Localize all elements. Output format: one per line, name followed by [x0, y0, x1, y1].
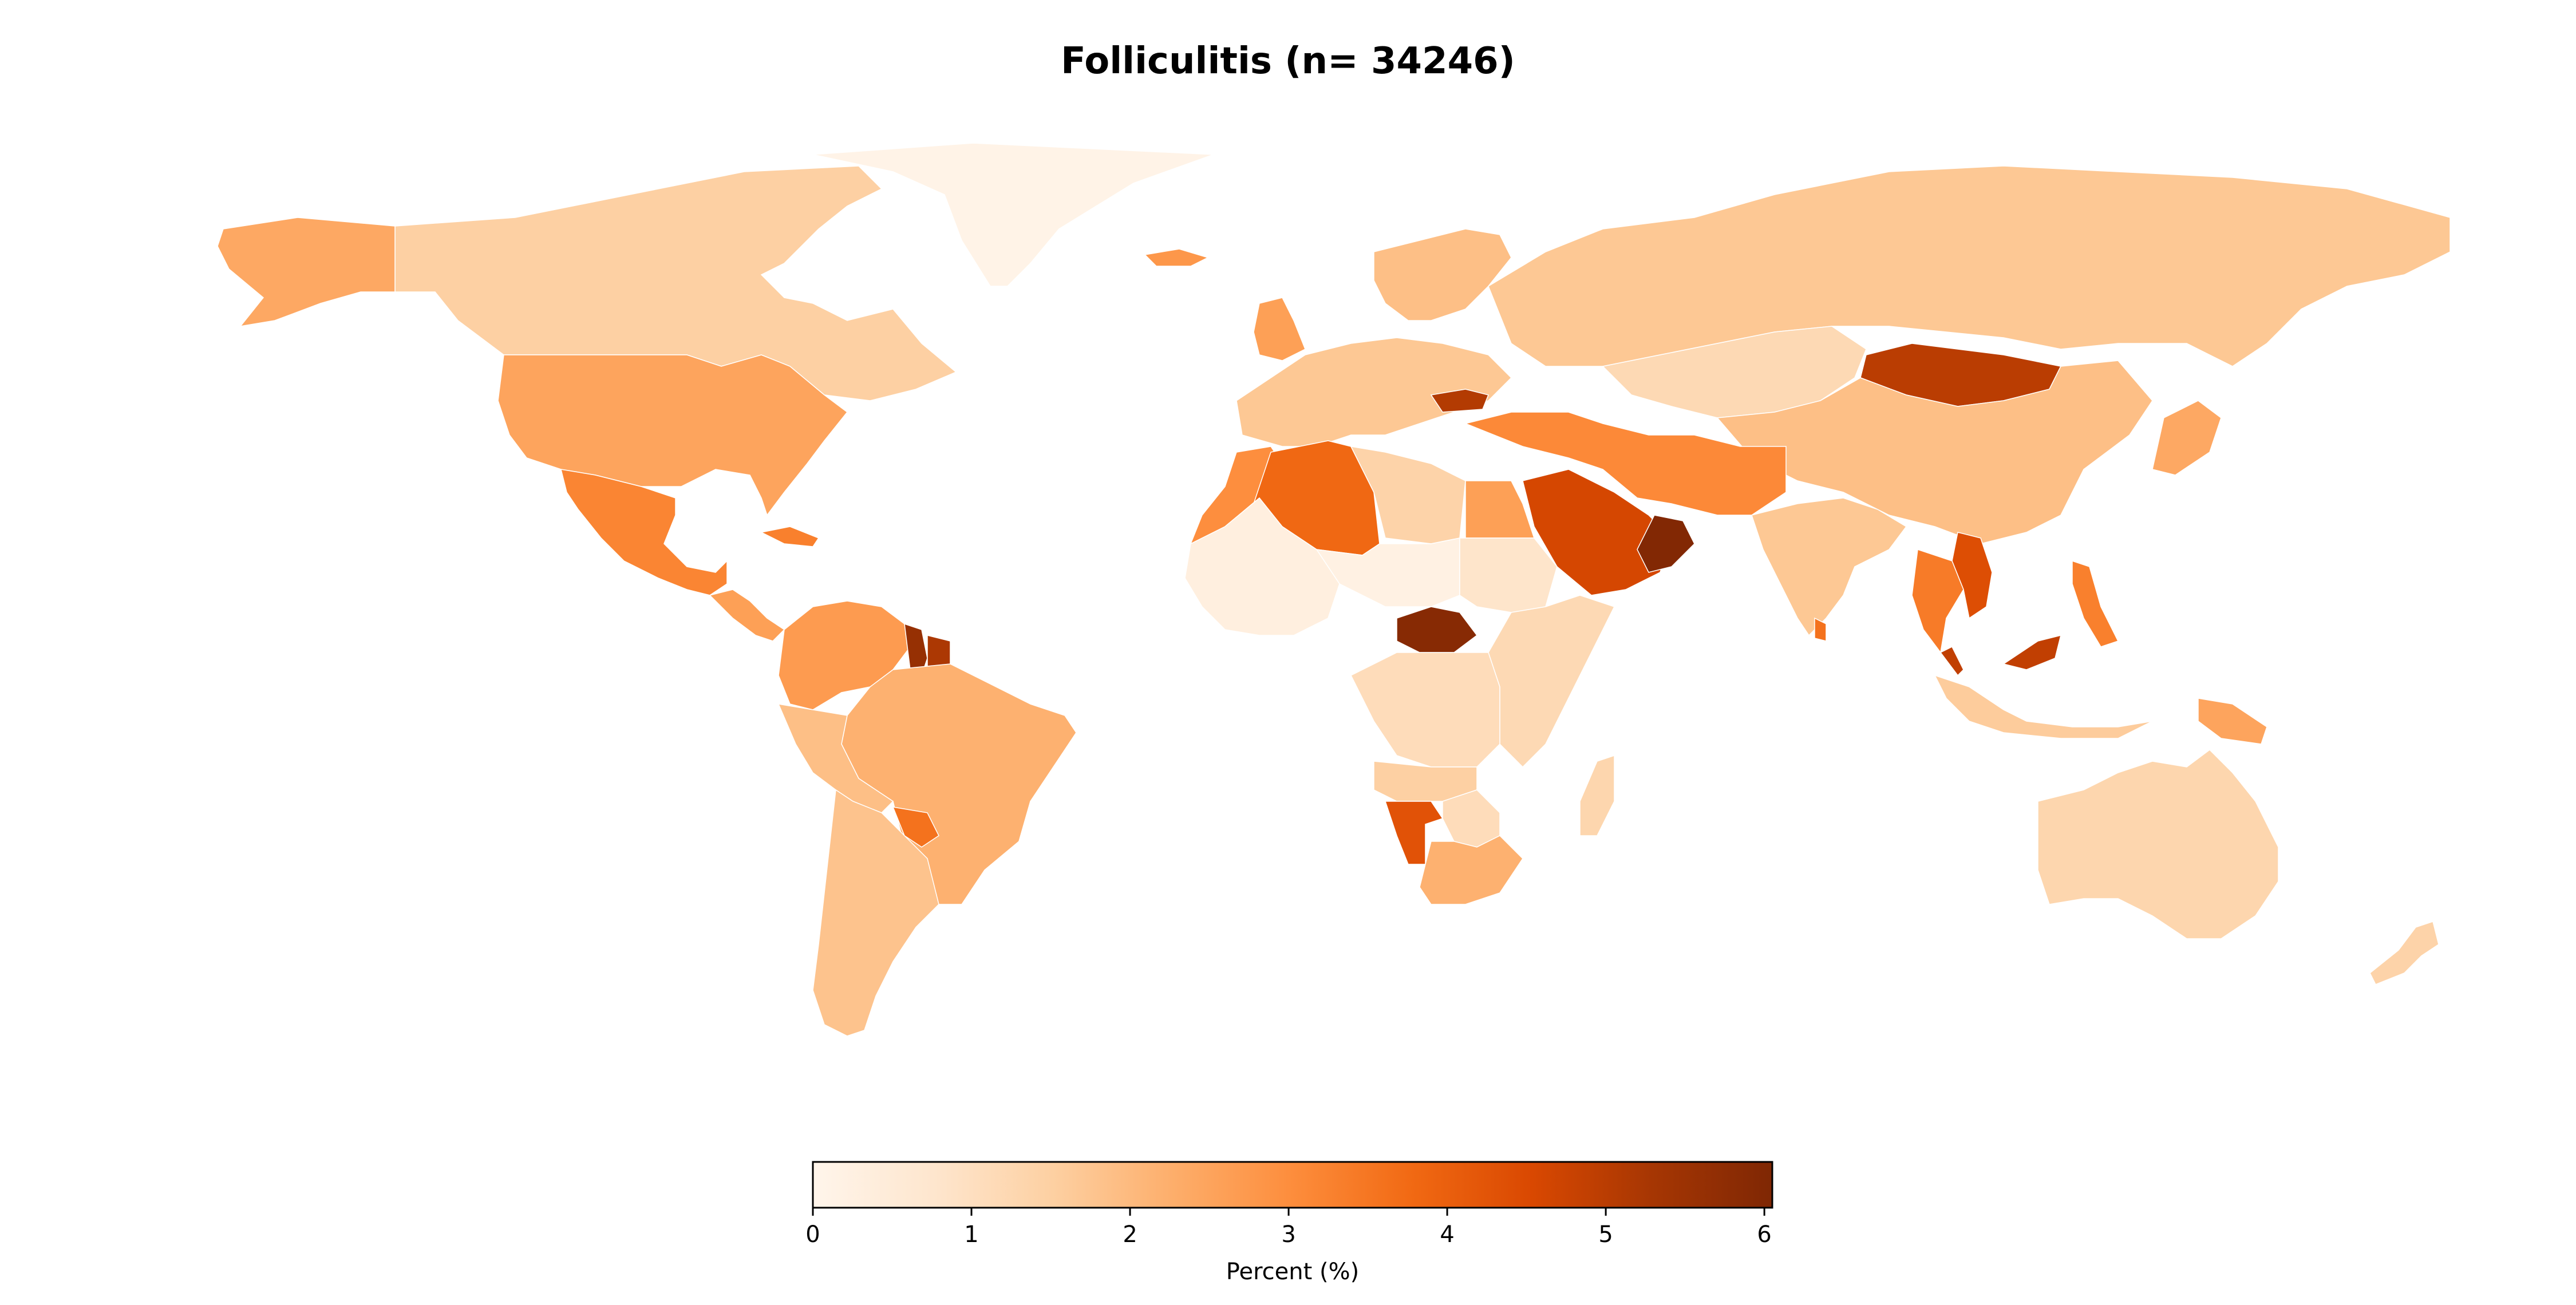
- colorbar-tick-label: 5: [1598, 1221, 1613, 1248]
- colorbar: 0 1 2 3 4 5 6 Percent (%): [805, 1161, 1773, 1285]
- botswana[interactable]: [1442, 789, 1500, 848]
- greenland[interactable]: [812, 143, 1214, 287]
- indonesia[interactable]: [1934, 674, 2153, 739]
- egypt[interactable]: [1465, 480, 1535, 539]
- uk-ireland[interactable]: [1253, 297, 1306, 361]
- central-america[interactable]: [709, 589, 785, 642]
- congo[interactable]: [1350, 652, 1500, 768]
- colorbar-tick-label: 4: [1440, 1221, 1454, 1248]
- east-africa[interactable]: [1488, 595, 1615, 768]
- colorbar-ticks: 0 1 2 3 4 5 6: [805, 1208, 1772, 1248]
- new-zealand[interactable]: [2369, 921, 2439, 985]
- united-states[interactable]: [497, 354, 848, 516]
- colorbar-tick-label: 6: [1757, 1221, 1771, 1248]
- madagascar[interactable]: [1579, 754, 1615, 836]
- alaska[interactable]: [217, 217, 396, 327]
- argentina-chile[interactable]: [812, 789, 939, 1037]
- map-title: Folliculitis (n= 34246): [1061, 40, 1515, 82]
- malaysia[interactable]: [1939, 634, 2062, 677]
- west-africa[interactable]: [1184, 497, 1340, 636]
- iceland[interactable]: [1144, 248, 1210, 267]
- australia[interactable]: [2037, 749, 2279, 939]
- colorbar-gradient: [812, 1161, 1773, 1209]
- philippines[interactable]: [2072, 560, 2119, 647]
- colorbar-tick-label: 0: [805, 1221, 820, 1248]
- kazakhstan[interactable]: [1602, 326, 1867, 418]
- papua-new-guinea[interactable]: [2198, 698, 2267, 745]
- countries-layer: [217, 143, 2451, 1037]
- central-african-republic[interactable]: [1396, 606, 1478, 653]
- mexico[interactable]: [560, 469, 728, 596]
- japan[interactable]: [2152, 400, 2222, 476]
- oman[interactable]: [1637, 515, 1695, 573]
- scandinavia[interactable]: [1373, 228, 1512, 321]
- bulgaria[interactable]: [1430, 389, 1490, 413]
- sri-lanka[interactable]: [1814, 617, 1827, 642]
- colorbar-tick-label: 1: [964, 1221, 978, 1248]
- paraguay[interactable]: [892, 806, 939, 848]
- india[interactable]: [1751, 497, 1907, 636]
- sudan[interactable]: [1459, 537, 1558, 613]
- iran-turkey[interactable]: [1464, 412, 1787, 516]
- peru-bolivia[interactable]: [777, 703, 894, 813]
- south-africa[interactable]: [1419, 835, 1523, 905]
- thailand[interactable]: [1911, 548, 1964, 654]
- colorbar-tick-label: 2: [1123, 1221, 1137, 1248]
- saudi-arabia[interactable]: [1522, 469, 1672, 596]
- colorbar-tick-label: 3: [1281, 1221, 1295, 1248]
- russia[interactable]: [1488, 165, 2451, 367]
- colorbar-label: Percent (%): [1226, 1259, 1359, 1285]
- cuba[interactable]: [760, 526, 820, 547]
- china[interactable]: [1716, 360, 2153, 544]
- namibia[interactable]: [1384, 801, 1444, 865]
